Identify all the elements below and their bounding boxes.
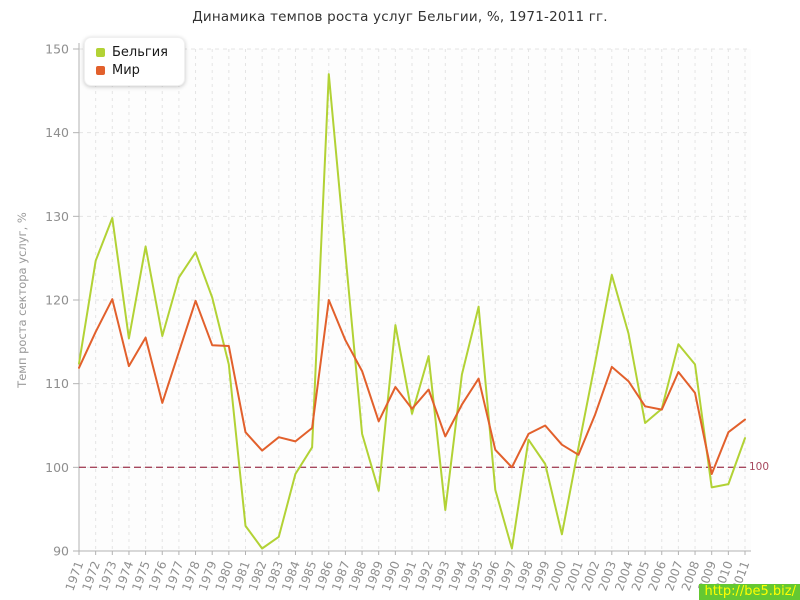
y-tick-labels: 90 100 110 120 130 140 150 [45,42,69,559]
svg-text:90: 90 [53,544,69,559]
legend: Бельгия Мир [84,37,185,86]
axes [73,43,751,555]
svg-text:150: 150 [45,42,69,57]
svg-text:120: 120 [45,293,69,308]
legend-label-world: Мир [112,63,140,78]
reference-line-label: 100 [749,461,770,474]
x-tick-labels: 1971197219731974197519761977197819791980… [63,559,753,592]
series-line-world [78,298,746,475]
series-line-belgium [78,73,746,550]
svg-text:130: 130 [45,209,69,224]
watermark-link[interactable]: http://be5.biz/ [699,584,800,600]
svg-text:110: 110 [45,376,69,391]
legend-swatch-belgium-icon [96,48,105,57]
chart-title: Динамика темпов роста услуг Бельгии, %, … [192,9,608,25]
legend-item-belgium[interactable]: Бельгия [96,45,168,60]
legend-item-world[interactable]: Мир [96,63,168,78]
svg-text:140: 140 [45,125,69,140]
svg-text:100: 100 [45,460,69,475]
legend-swatch-world-icon [96,66,105,75]
legend-label-belgium: Бельгия [112,45,168,60]
